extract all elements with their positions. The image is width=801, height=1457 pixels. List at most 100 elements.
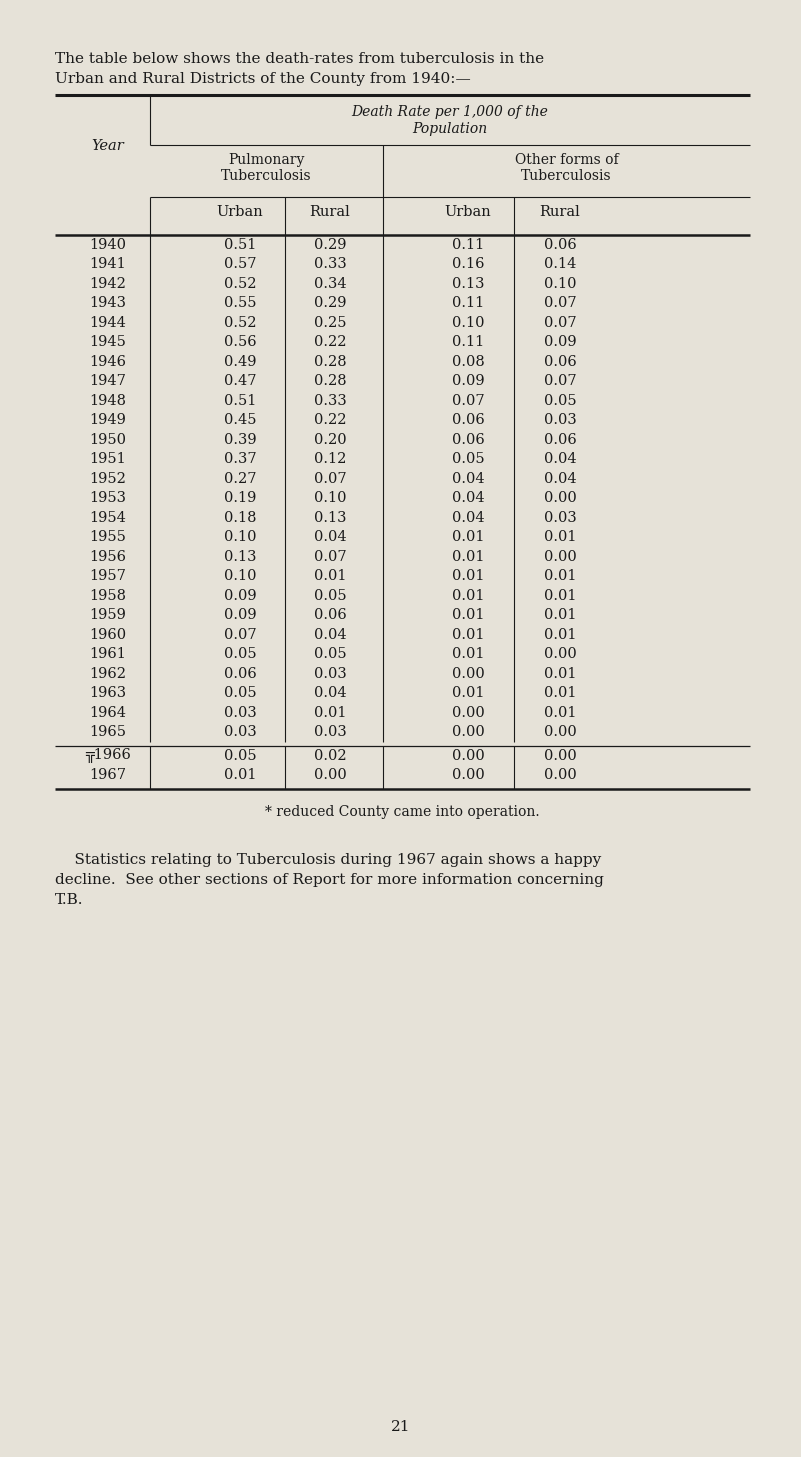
Text: 0.07: 0.07 — [452, 393, 485, 408]
Text: 0.06: 0.06 — [223, 667, 256, 680]
Text: 0.01: 0.01 — [452, 628, 485, 641]
Text: 0.01: 0.01 — [452, 530, 485, 545]
Text: 1965: 1965 — [90, 726, 127, 739]
Text: decline.  See other sections of Report for more information concerning: decline. See other sections of Report fo… — [55, 873, 604, 887]
Text: 0.01: 0.01 — [452, 549, 485, 564]
Text: 0.56: 0.56 — [223, 335, 256, 350]
Text: 1962: 1962 — [90, 667, 127, 680]
Text: 0.01: 0.01 — [544, 667, 576, 680]
Text: 0.37: 0.37 — [223, 452, 256, 466]
Text: 0.10: 0.10 — [314, 491, 346, 506]
Text: Urban: Urban — [216, 205, 264, 219]
Text: Rural: Rural — [540, 205, 581, 219]
Text: Statistics relating to Tuberculosis during 1967 again shows a happy: Statistics relating to Tuberculosis duri… — [55, 852, 602, 867]
Text: 0.09: 0.09 — [452, 374, 485, 388]
Text: 0.00: 0.00 — [544, 726, 577, 739]
Text: 1946: 1946 — [90, 354, 127, 369]
Text: 0.06: 0.06 — [314, 608, 346, 622]
Text: 0.14: 0.14 — [544, 258, 576, 271]
Text: 0.01: 0.01 — [452, 608, 485, 622]
Text: 0.06: 0.06 — [544, 354, 577, 369]
Text: 0.06: 0.06 — [544, 237, 577, 252]
Text: 0.04: 0.04 — [314, 686, 346, 701]
Text: 0.04: 0.04 — [544, 472, 576, 485]
Text: 0.07: 0.07 — [223, 628, 256, 641]
Text: 0.04: 0.04 — [452, 491, 485, 506]
Text: 0.00: 0.00 — [544, 549, 577, 564]
Text: 0.04: 0.04 — [314, 628, 346, 641]
Text: The table below shows the death-rates from tuberculosis in the: The table below shows the death-rates fr… — [55, 52, 544, 66]
Text: 0.10: 0.10 — [223, 530, 256, 545]
Text: 0.33: 0.33 — [314, 258, 346, 271]
Text: 0.01: 0.01 — [544, 686, 576, 701]
Text: 0.55: 0.55 — [223, 296, 256, 310]
Text: 0.47: 0.47 — [223, 374, 256, 388]
Text: 0.05: 0.05 — [314, 647, 346, 661]
Text: 0.57: 0.57 — [223, 258, 256, 271]
Text: 0.00: 0.00 — [544, 647, 577, 661]
Text: 0.03: 0.03 — [544, 511, 577, 525]
Text: 0.09: 0.09 — [544, 335, 576, 350]
Text: 0.03: 0.03 — [314, 726, 346, 739]
Text: 0.49: 0.49 — [223, 354, 256, 369]
Text: 0.33: 0.33 — [314, 393, 346, 408]
Text: 0.03: 0.03 — [223, 705, 256, 720]
Text: Death Rate per 1,000 of the: Death Rate per 1,000 of the — [352, 105, 549, 119]
Text: 0.11: 0.11 — [452, 335, 484, 350]
Text: 0.51: 0.51 — [223, 393, 256, 408]
Text: 0.01: 0.01 — [544, 530, 576, 545]
Text: 0.11: 0.11 — [452, 296, 484, 310]
Text: Population: Population — [413, 122, 488, 136]
Text: 1960: 1960 — [90, 628, 127, 641]
Text: 0.04: 0.04 — [544, 452, 576, 466]
Text: 0.29: 0.29 — [314, 296, 346, 310]
Text: 1956: 1956 — [90, 549, 127, 564]
Text: 0.00: 0.00 — [314, 768, 346, 782]
Text: 0.10: 0.10 — [223, 570, 256, 583]
Text: 0.01: 0.01 — [452, 686, 485, 701]
Text: 1961: 1961 — [90, 647, 127, 661]
Text: 0.18: 0.18 — [223, 511, 256, 525]
Text: 0.01: 0.01 — [544, 608, 576, 622]
Text: 0.05: 0.05 — [223, 647, 256, 661]
Text: 0.08: 0.08 — [452, 354, 485, 369]
Text: T.B.: T.B. — [55, 893, 83, 908]
Text: 0.09: 0.09 — [223, 589, 256, 603]
Text: 0.07: 0.07 — [544, 316, 576, 329]
Text: 0.29: 0.29 — [314, 237, 346, 252]
Text: 0.00: 0.00 — [452, 705, 485, 720]
Text: 0.01: 0.01 — [314, 705, 346, 720]
Text: 0.45: 0.45 — [223, 414, 256, 427]
Text: 0.05: 0.05 — [223, 686, 256, 701]
Text: 0.07: 0.07 — [314, 472, 346, 485]
Text: 0.39: 0.39 — [223, 433, 256, 447]
Text: Tuberculosis: Tuberculosis — [221, 169, 312, 184]
Text: 0.10: 0.10 — [544, 277, 576, 291]
Text: 0.05: 0.05 — [223, 749, 256, 763]
Text: 0.03: 0.03 — [314, 667, 346, 680]
Text: 0.01: 0.01 — [544, 705, 576, 720]
Text: 1949: 1949 — [90, 414, 127, 427]
Text: 1940: 1940 — [90, 237, 127, 252]
Text: 0.03: 0.03 — [223, 726, 256, 739]
Text: 0.25: 0.25 — [314, 316, 346, 329]
Text: 1955: 1955 — [90, 530, 127, 545]
Text: 0.04: 0.04 — [452, 472, 485, 485]
Text: 21: 21 — [391, 1421, 410, 1434]
Text: 1944: 1944 — [90, 316, 127, 329]
Text: 1959: 1959 — [90, 608, 127, 622]
Text: 1948: 1948 — [90, 393, 127, 408]
Text: 0.11: 0.11 — [452, 237, 484, 252]
Text: 0.19: 0.19 — [223, 491, 256, 506]
Text: Urban: Urban — [445, 205, 491, 219]
Text: 1967: 1967 — [90, 768, 127, 782]
Text: 0.22: 0.22 — [314, 335, 346, 350]
Text: 1942: 1942 — [90, 277, 127, 291]
Text: 0.06: 0.06 — [452, 433, 485, 447]
Text: 0.20: 0.20 — [314, 433, 346, 447]
Text: 0.28: 0.28 — [314, 354, 346, 369]
Text: 0.01: 0.01 — [544, 589, 576, 603]
Text: 0.03: 0.03 — [544, 414, 577, 427]
Text: 0.28: 0.28 — [314, 374, 346, 388]
Text: 0.52: 0.52 — [223, 277, 256, 291]
